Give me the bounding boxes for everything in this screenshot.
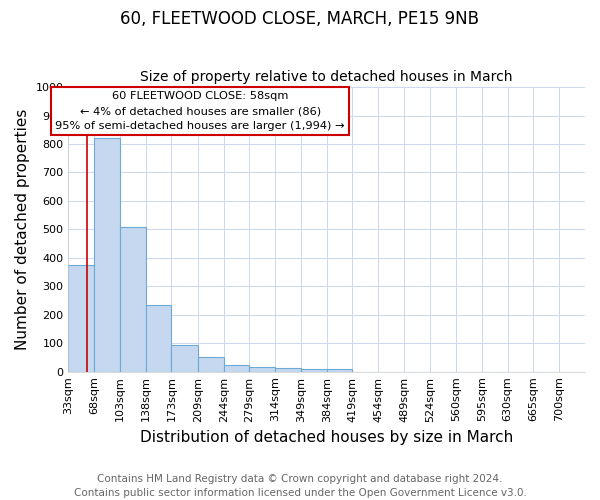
Bar xyxy=(120,226,146,372)
Bar xyxy=(198,358,224,372)
Text: 60 FLEETWOOD CLOSE: 58sqm
← 4% of detached houses are smaller (86)
95% of semi-d: 60 FLEETWOOD CLOSE: 58sqm ← 4% of detach… xyxy=(55,92,345,131)
Bar xyxy=(250,367,275,372)
Bar xyxy=(146,305,172,372)
Bar xyxy=(94,138,120,372)
Bar xyxy=(327,370,352,372)
Y-axis label: Number of detached properties: Number of detached properties xyxy=(15,108,30,350)
X-axis label: Distribution of detached houses by size in March: Distribution of detached houses by size … xyxy=(140,430,514,445)
Title: Size of property relative to detached houses in March: Size of property relative to detached ho… xyxy=(140,70,513,85)
Bar xyxy=(275,368,301,372)
Bar xyxy=(172,345,198,372)
Text: Contains HM Land Registry data © Crown copyright and database right 2024.
Contai: Contains HM Land Registry data © Crown c… xyxy=(74,474,526,498)
Bar xyxy=(224,366,250,372)
Text: 60, FLEETWOOD CLOSE, MARCH, PE15 9NB: 60, FLEETWOOD CLOSE, MARCH, PE15 9NB xyxy=(121,10,479,28)
Bar xyxy=(68,265,94,372)
Bar xyxy=(301,370,327,372)
